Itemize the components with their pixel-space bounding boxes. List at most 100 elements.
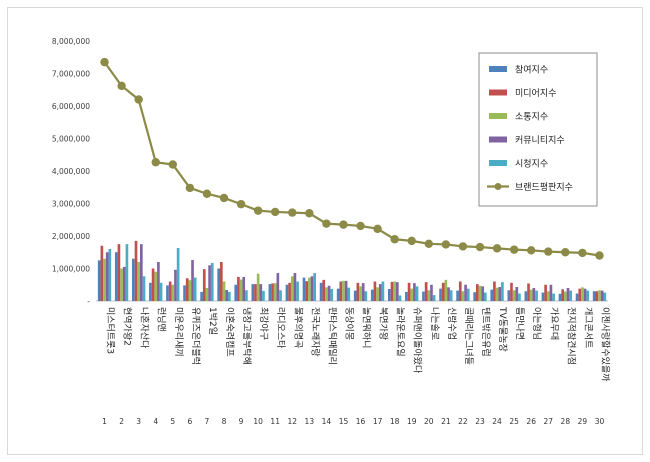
- bar: [174, 269, 177, 301]
- bar: [575, 293, 579, 301]
- brand-index-point: [407, 236, 416, 246]
- x-tick-label: 24: [492, 417, 502, 426]
- legend-label: 브랜드평판지수: [515, 182, 573, 193]
- bar: [388, 288, 391, 301]
- bar: [293, 273, 297, 301]
- x-category-label: 유퀴즈온더블럭: [190, 307, 202, 365]
- x-tick-label: 23: [475, 417, 485, 426]
- bar: [456, 290, 459, 301]
- bar: [378, 284, 382, 301]
- bar: [549, 284, 553, 301]
- x-category-label: 놀면뭐하니: [361, 307, 373, 348]
- bar: [171, 284, 175, 301]
- chart-frame: - 1,000,000 2,000,000 3,000,000 4,000,000 5,0…: [7, 7, 643, 455]
- bar: [262, 290, 265, 301]
- bar: [149, 282, 152, 301]
- brand-index-point: [339, 220, 348, 229]
- bar: [493, 281, 496, 301]
- bar: [390, 281, 394, 301]
- brand-index-point: [527, 246, 536, 255]
- bar: [344, 280, 348, 301]
- bar: [552, 293, 555, 301]
- bar: [518, 293, 521, 301]
- x-category-label: 이혼숙려캠프: [224, 307, 236, 357]
- bar: [239, 279, 243, 301]
- bar: [310, 276, 314, 301]
- brand-index-point: [134, 95, 143, 104]
- legend-label: 미디어지수: [515, 88, 556, 99]
- x-category-label: 라디오스타: [275, 307, 286, 349]
- bar: [114, 252, 118, 301]
- bar: [532, 288, 536, 301]
- y-tick-label: 3,000,000: [52, 200, 90, 209]
- bar: [512, 290, 516, 301]
- bar: [569, 290, 572, 301]
- bar: [427, 290, 431, 301]
- legend-point-swatch: [494, 183, 502, 190]
- bar: [271, 283, 274, 301]
- x-category-label: 복면가왕: [378, 307, 389, 340]
- bar: [398, 295, 402, 301]
- bar: [558, 293, 562, 301]
- bar: [413, 283, 416, 301]
- x-tick-label: 29: [578, 417, 588, 426]
- x-category-label: 최강야구: [258, 307, 269, 340]
- x-tick-label: 13: [305, 417, 315, 426]
- bar: [237, 276, 240, 301]
- x-tick-label: 27: [543, 417, 553, 426]
- legend-swatch: [489, 136, 507, 143]
- bar: [444, 279, 448, 301]
- y-tick-label: 5,000,000: [52, 135, 90, 144]
- x-tick-label: 21: [441, 417, 451, 426]
- legend-swatch: [489, 66, 507, 72]
- bar: [137, 262, 140, 301]
- bar: [510, 282, 513, 301]
- bar: [276, 273, 280, 301]
- x-tick-label: 16: [356, 417, 366, 426]
- bar: [544, 284, 547, 301]
- bar: [159, 282, 163, 301]
- bar: [447, 287, 450, 301]
- x-tick-label: 6: [187, 417, 192, 426]
- x-tick-label: 1: [102, 417, 107, 426]
- x-tick-label: 30: [595, 417, 605, 426]
- line-series-group: [100, 57, 604, 260]
- brand-index-point: [458, 242, 468, 251]
- x-category-label: 나는솔로: [429, 307, 440, 340]
- bar: [441, 282, 445, 301]
- bar: [227, 291, 231, 301]
- y-tick-label: 1,000,000: [52, 265, 90, 274]
- x-tick-label: 10: [253, 417, 263, 426]
- bar: [561, 289, 565, 301]
- bar: [200, 291, 203, 301]
- x-tick-label: 20: [424, 417, 434, 426]
- bar: [598, 290, 601, 301]
- x-category-label: 나혼자산다: [139, 307, 151, 349]
- bar: [395, 282, 399, 301]
- x-category-label: 전지적참견시점: [565, 307, 577, 365]
- brand-index-point: [236, 199, 246, 209]
- bar: [541, 292, 545, 301]
- brand-index-point: [441, 240, 451, 249]
- brand-index-point: [219, 193, 229, 203]
- bar: [546, 291, 550, 301]
- bar: [322, 279, 326, 301]
- x-axis-numbers: 1 2 3 4 5 6 7 8 9 10 11 12 13 14 15 16 17 18 19 20 21 22 23 24 2…: [102, 417, 604, 426]
- legend-label: 커뮤니티지수: [515, 135, 565, 146]
- bar: [361, 283, 365, 301]
- bar: [422, 291, 425, 301]
- bar: [458, 281, 462, 301]
- x-tick-label: 7: [205, 417, 210, 426]
- bar: [202, 269, 206, 301]
- bar: [100, 245, 104, 301]
- bar: [393, 281, 396, 301]
- bar: [524, 291, 528, 301]
- x-category-label: 골때리는그녀들: [463, 307, 474, 365]
- x-category-label: 미스터트롯3: [105, 307, 116, 354]
- bar: [473, 292, 477, 301]
- bar: [242, 276, 246, 301]
- bar: [405, 291, 408, 301]
- x-tick-label: 3: [136, 417, 141, 426]
- bar: [305, 281, 309, 301]
- bar: [566, 288, 570, 301]
